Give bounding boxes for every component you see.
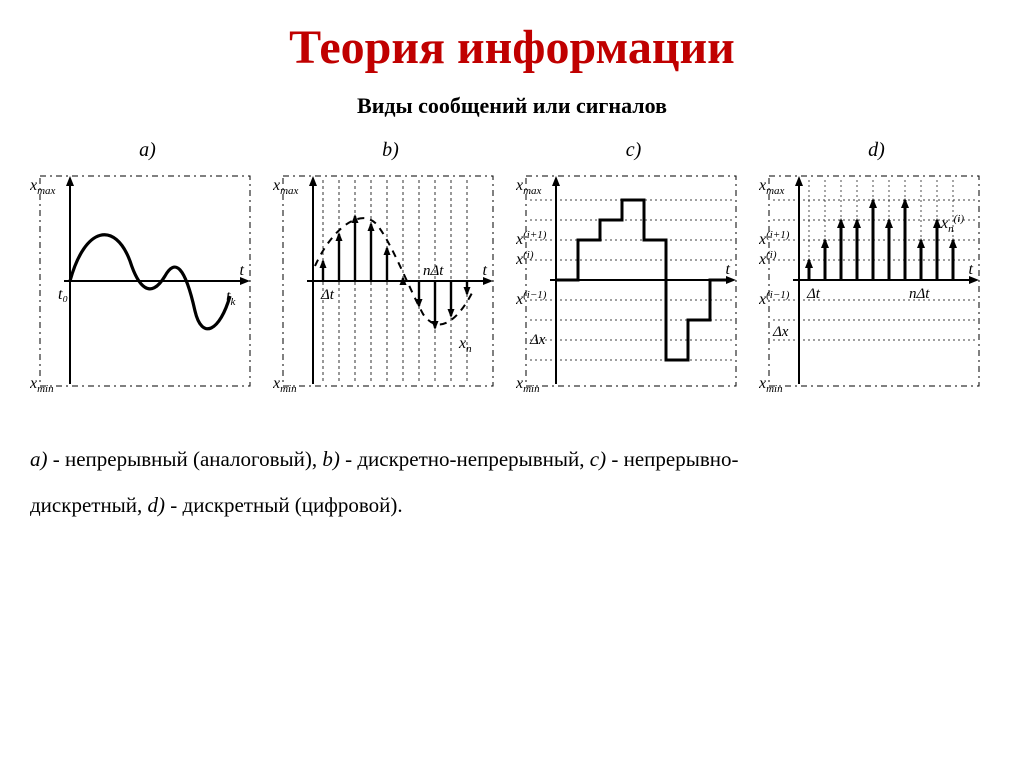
svg-text:t: t bbox=[726, 261, 731, 278]
svg-text:x(i−1): x(i−1) bbox=[516, 289, 547, 308]
svg-text:x(i+1): x(i+1) bbox=[759, 229, 790, 248]
legend-d-text: - дискретный (цифровой). bbox=[165, 493, 403, 517]
svg-text:x(i): x(i) bbox=[516, 249, 534, 268]
svg-text:xmax: xmax bbox=[273, 177, 299, 197]
panel-b-label: b) bbox=[273, 139, 508, 162]
svg-text:xmin: xmin bbox=[759, 375, 783, 395]
panel-d-label: d) bbox=[759, 139, 994, 162]
legend-c-label: c) bbox=[590, 447, 606, 471]
svg-text:x(i−1): x(i−1) bbox=[759, 289, 790, 308]
panel-a: a) xmaxxmintt₀tk bbox=[30, 139, 265, 406]
svg-text:nΔt: nΔt bbox=[909, 286, 930, 302]
svg-text:xmin: xmin bbox=[273, 375, 297, 395]
svg-text:t: t bbox=[483, 262, 488, 279]
svg-text:x(i+1): x(i+1) bbox=[516, 229, 547, 248]
panel-b-chart: xmax xmin t Δt nΔt xn bbox=[273, 166, 503, 406]
legend-text: a) - непрерывный (аналоговый), b) - диск… bbox=[30, 436, 994, 528]
signal-panels: a) xmaxxmintt₀tk b) xmaxxmintΔtnΔtxn c) … bbox=[30, 139, 994, 406]
svg-text:nΔt: nΔt bbox=[423, 263, 444, 279]
panel-a-chart: xmaxxmintt₀tk bbox=[30, 166, 260, 406]
panel-c: c) xmax xmin t x(i+1)x(i) x(i−1) Δx bbox=[516, 139, 751, 406]
legend-a-text: - непрерывный (аналоговый), bbox=[48, 447, 323, 471]
svg-text:t: t bbox=[969, 261, 974, 278]
svg-text:xn(i): xn(i) bbox=[940, 213, 964, 235]
panel-c-chart: xmax xmin t x(i+1)x(i) x(i−1) Δx bbox=[516, 166, 746, 406]
svg-text:xmax: xmax bbox=[516, 177, 542, 197]
svg-text:t₀: t₀ bbox=[58, 286, 68, 303]
svg-text:Δx: Δx bbox=[772, 324, 789, 340]
legend-a-label: a) bbox=[30, 447, 48, 471]
panel-c-label: c) bbox=[516, 139, 751, 162]
legend-c-text: - непрерывно- bbox=[606, 447, 738, 471]
svg-text:t: t bbox=[240, 262, 245, 279]
svg-text:xn: xn bbox=[458, 335, 472, 355]
legend-b-label: b) bbox=[322, 447, 340, 471]
svg-text:xmax: xmax bbox=[30, 177, 56, 197]
svg-text:xmax: xmax bbox=[759, 177, 785, 197]
svg-text:Δt: Δt bbox=[320, 287, 335, 303]
legend-line2-pre: дискретный, bbox=[30, 493, 148, 517]
svg-text:Δx: Δx bbox=[529, 332, 546, 348]
panel-d-chart: xmax xmin t x(i+1)x(i) x(i−1) Δx Δt nΔt xn(i) bbox=[759, 166, 989, 406]
page-subtitle: Виды сообщений или сигналов bbox=[30, 93, 994, 119]
legend-b-text: - дискретно-непрерывный, bbox=[340, 447, 590, 471]
legend-d-label: d) bbox=[148, 493, 166, 517]
panel-d: d) xmax xmin t x(i+1)x(i) x(i−1) Δx Δt nΔt xn(i) bbox=[759, 139, 994, 406]
svg-text:x(i): x(i) bbox=[759, 249, 777, 268]
svg-text:Δt: Δt bbox=[806, 286, 821, 302]
page-title: Теория информации bbox=[30, 20, 994, 75]
panel-a-label: a) bbox=[30, 139, 265, 162]
svg-text:xmin: xmin bbox=[516, 375, 540, 395]
svg-text:xmin: xmin bbox=[30, 375, 54, 395]
panel-b: b) xmax xmin t Δt nΔt xn bbox=[273, 139, 508, 406]
